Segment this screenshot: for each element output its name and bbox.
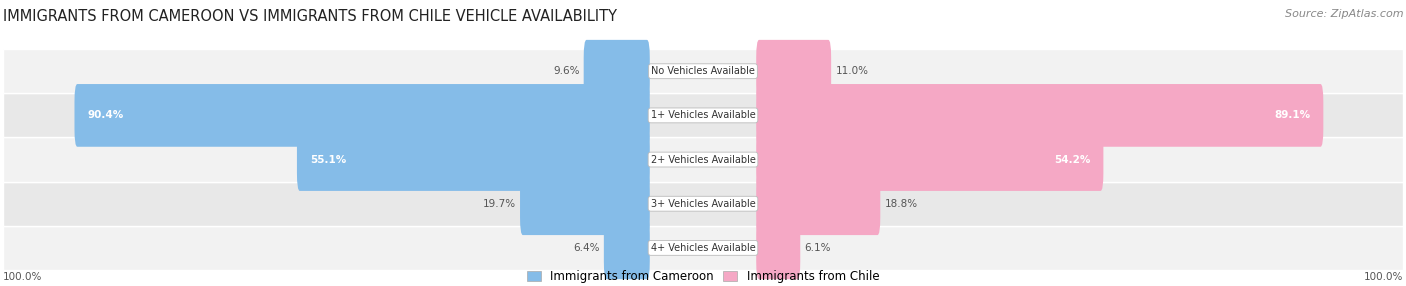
FancyBboxPatch shape	[75, 84, 650, 147]
Text: 18.8%: 18.8%	[884, 199, 918, 209]
Text: 100.0%: 100.0%	[1364, 272, 1403, 282]
FancyBboxPatch shape	[583, 40, 650, 103]
FancyBboxPatch shape	[297, 128, 650, 191]
Bar	[3, 49, 1403, 93]
FancyBboxPatch shape	[756, 172, 880, 235]
Text: 9.6%: 9.6%	[553, 66, 579, 76]
Text: 100.0%: 100.0%	[3, 272, 42, 282]
Text: 6.4%: 6.4%	[574, 243, 599, 253]
Text: 89.1%: 89.1%	[1274, 110, 1310, 120]
Text: 90.4%: 90.4%	[87, 110, 124, 120]
Bar	[3, 138, 1403, 182]
Bar	[3, 182, 1403, 226]
Text: 19.7%: 19.7%	[482, 199, 516, 209]
FancyBboxPatch shape	[756, 217, 800, 279]
Legend: Immigrants from Cameroon, Immigrants from Chile: Immigrants from Cameroon, Immigrants fro…	[526, 270, 880, 283]
Text: 1+ Vehicles Available: 1+ Vehicles Available	[651, 110, 755, 120]
Text: 3+ Vehicles Available: 3+ Vehicles Available	[651, 199, 755, 209]
Text: 6.1%: 6.1%	[804, 243, 831, 253]
Bar	[3, 93, 1403, 138]
Text: 2+ Vehicles Available: 2+ Vehicles Available	[651, 154, 755, 164]
FancyBboxPatch shape	[756, 40, 831, 103]
FancyBboxPatch shape	[756, 84, 1323, 147]
Text: IMMIGRANTS FROM CAMEROON VS IMMIGRANTS FROM CHILE VEHICLE AVAILABILITY: IMMIGRANTS FROM CAMEROON VS IMMIGRANTS F…	[3, 9, 617, 23]
Text: 54.2%: 54.2%	[1053, 154, 1090, 164]
FancyBboxPatch shape	[756, 128, 1104, 191]
Text: 55.1%: 55.1%	[311, 154, 346, 164]
Text: 4+ Vehicles Available: 4+ Vehicles Available	[651, 243, 755, 253]
Text: Source: ZipAtlas.com: Source: ZipAtlas.com	[1285, 9, 1403, 19]
FancyBboxPatch shape	[603, 217, 650, 279]
Text: 11.0%: 11.0%	[835, 66, 869, 76]
Text: No Vehicles Available: No Vehicles Available	[651, 66, 755, 76]
FancyBboxPatch shape	[520, 172, 650, 235]
Bar	[3, 226, 1403, 270]
